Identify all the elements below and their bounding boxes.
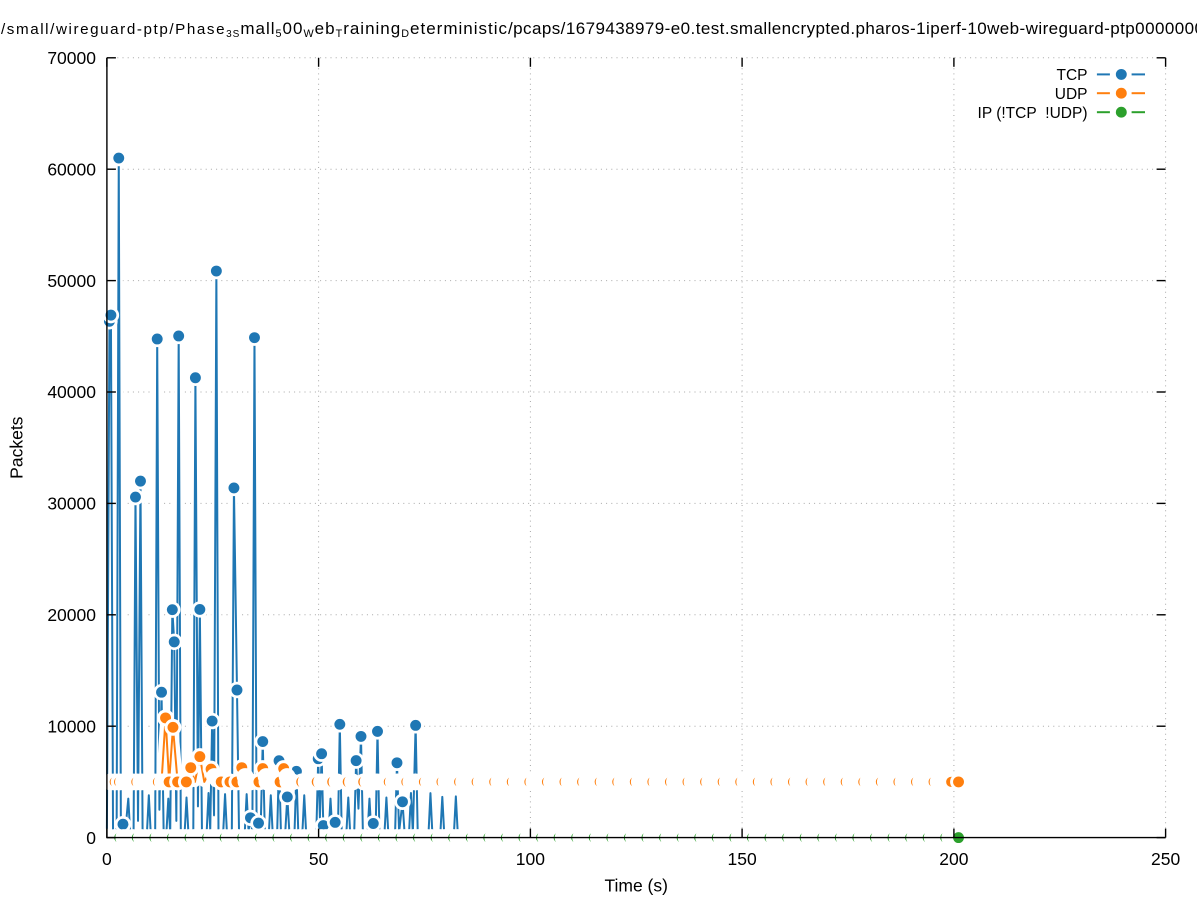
svg-text:150: 150 bbox=[727, 849, 756, 869]
svg-text:20000: 20000 bbox=[47, 605, 96, 625]
svg-text:100: 100 bbox=[516, 849, 545, 869]
svg-text:70000: 70000 bbox=[47, 48, 96, 68]
svg-text:40000: 40000 bbox=[47, 382, 96, 402]
svg-text:IP (!TCP !UDP): IP (!TCP !UDP) bbox=[978, 105, 1088, 122]
svg-text:TCP: TCP bbox=[1057, 67, 1088, 84]
svg-text:Packets: Packets bbox=[7, 416, 27, 478]
svg-text:200: 200 bbox=[939, 849, 968, 869]
svg-text:60000: 60000 bbox=[47, 159, 96, 179]
svg-text:250: 250 bbox=[1151, 849, 1180, 869]
svg-text:10000: 10000 bbox=[47, 716, 96, 736]
svg-text:0: 0 bbox=[86, 828, 96, 848]
svg-text:0: 0 bbox=[102, 849, 112, 869]
svg-text:UDP: UDP bbox=[1055, 86, 1088, 103]
svg-text:Time (s): Time (s) bbox=[604, 876, 668, 896]
svg-text:/small/wireguard-ptp/Phase3Sma: /small/wireguard-ptp/Phase3Small500WebTr… bbox=[1, 19, 1197, 40]
svg-text:30000: 30000 bbox=[47, 494, 96, 514]
svg-text:50000: 50000 bbox=[47, 271, 96, 291]
svg-text:50: 50 bbox=[309, 849, 329, 869]
